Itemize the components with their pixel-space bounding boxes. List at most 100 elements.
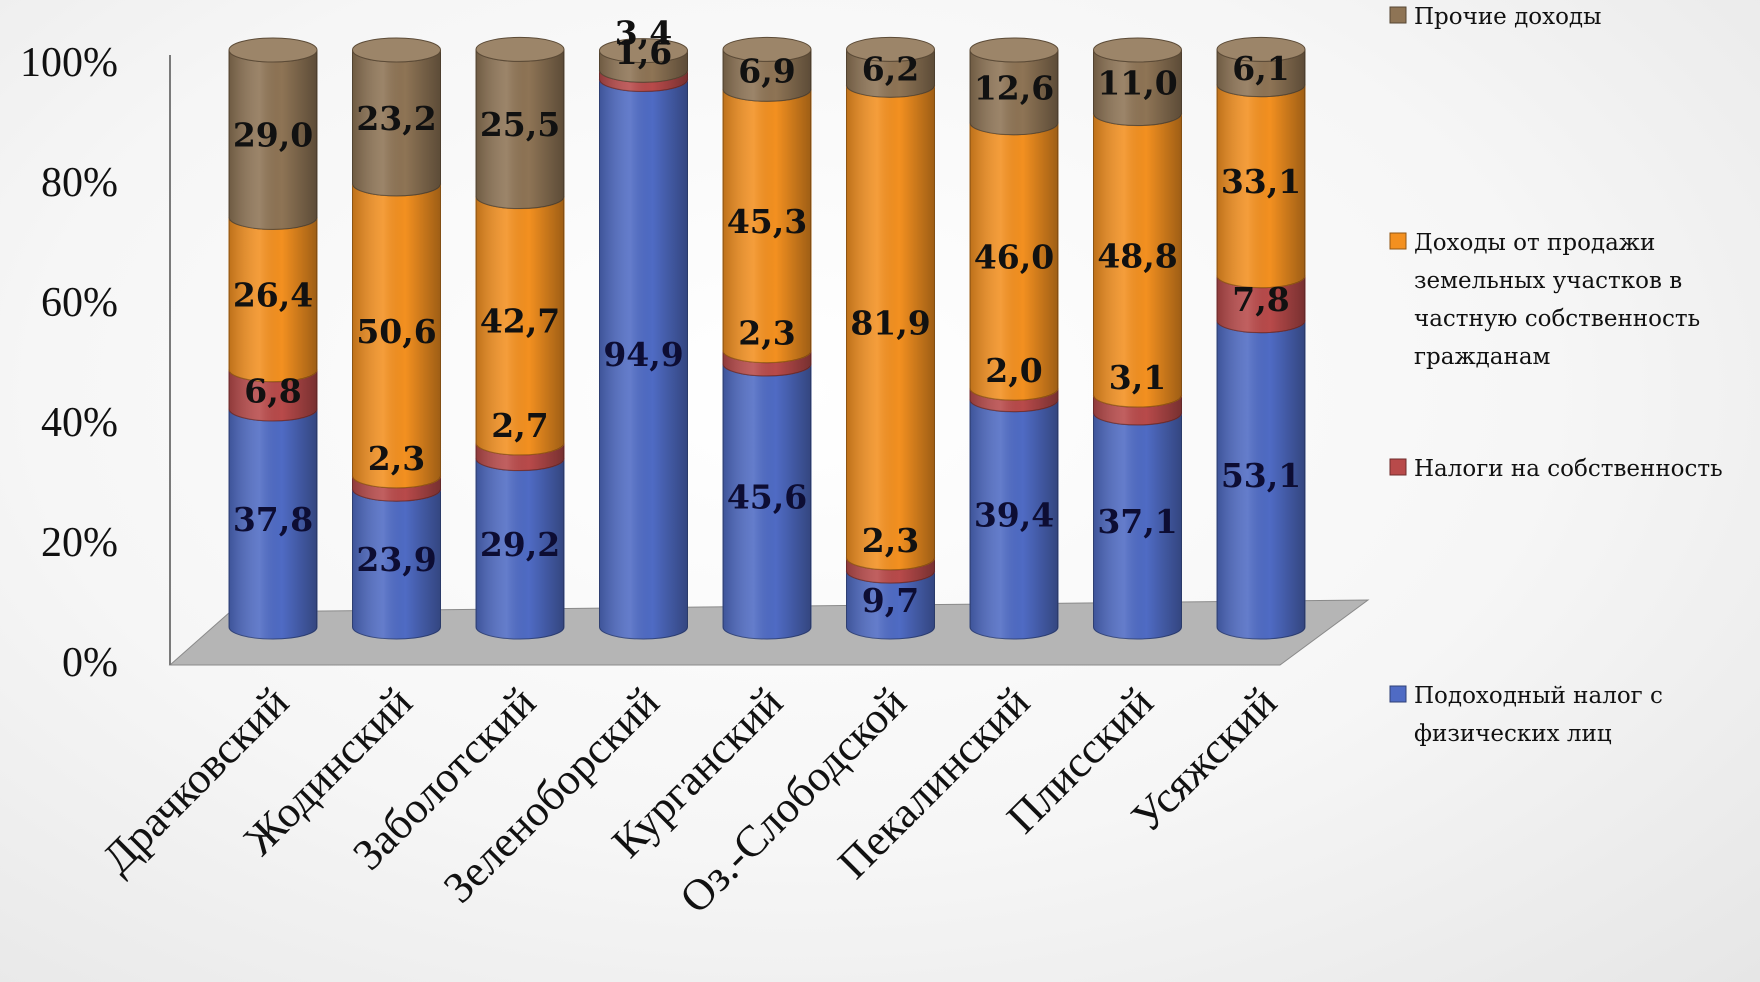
legend-swatch bbox=[1389, 458, 1407, 476]
bar-top-cap bbox=[352, 37, 441, 63]
bar-stack bbox=[475, 36, 565, 640]
bar-segment-shading bbox=[1093, 50, 1182, 126]
legend-label: Подоходный налог с физических лиц bbox=[1414, 683, 1663, 747]
bar-top-cap bbox=[969, 37, 1059, 63]
bar-segment-shading bbox=[1217, 275, 1305, 333]
bar-segment-shading bbox=[229, 369, 317, 421]
bar-segment-shading bbox=[476, 458, 564, 639]
bar-segment-shading bbox=[846, 571, 935, 639]
data-label: 3,4 bbox=[615, 14, 672, 53]
legend-entry: Подоходный налог с физических лиц bbox=[1389, 683, 1663, 747]
y-tick-label: 40% bbox=[41, 400, 118, 446]
bar-segment-shading bbox=[476, 196, 564, 455]
data-label: 6,9 bbox=[738, 51, 795, 90]
bar-stack bbox=[722, 36, 812, 640]
y-tick-label: 60% bbox=[41, 280, 118, 326]
bar-segment-shading bbox=[970, 50, 1058, 135]
bar-segment-shading bbox=[1217, 320, 1305, 639]
data-label: 6,8 bbox=[244, 371, 301, 410]
legend-swatch bbox=[1389, 685, 1407, 703]
legend-label: Налоги на собственность bbox=[1414, 456, 1723, 482]
data-label: 39,4 bbox=[974, 495, 1054, 534]
bar-top-cap bbox=[722, 36, 812, 62]
legend: Прочие доходы Доходы от продажи земельных … bbox=[1389, 4, 1723, 747]
data-label: 2,0 bbox=[985, 351, 1042, 390]
bar-segment-shading bbox=[1093, 113, 1182, 408]
data-label: 81,9 bbox=[850, 303, 930, 342]
bar-stack bbox=[598, 38, 689, 640]
y-tick-label: 80% bbox=[41, 160, 118, 206]
bar-stack bbox=[845, 36, 936, 640]
data-label: 37,1 bbox=[1097, 502, 1177, 541]
bar-top-cap bbox=[599, 38, 688, 64]
bar-segment-shading bbox=[476, 442, 564, 471]
bar-segment-shading bbox=[1093, 412, 1182, 639]
data-label: 42,7 bbox=[480, 302, 560, 341]
data-label: 45,6 bbox=[727, 477, 807, 516]
bar-stack bbox=[1092, 37, 1183, 640]
data-label: 94,9 bbox=[603, 335, 683, 374]
data-label: 46,0 bbox=[974, 237, 1054, 276]
data-label: 29,0 bbox=[233, 116, 313, 155]
bar-segment-shading bbox=[970, 388, 1058, 412]
bar-stack bbox=[351, 37, 442, 640]
data-label: 9,7 bbox=[862, 581, 919, 620]
bar-top-cap bbox=[228, 37, 318, 63]
bar-segment-shading bbox=[1093, 395, 1182, 425]
bar-segment-shading bbox=[846, 557, 935, 584]
bar-segment-shading bbox=[229, 50, 317, 230]
data-label: 23,9 bbox=[356, 540, 436, 579]
bar-segment-shading bbox=[352, 50, 441, 196]
bar-segment-shading bbox=[723, 350, 811, 376]
bar-segment-shading bbox=[229, 408, 317, 639]
data-label: 37,8 bbox=[233, 500, 313, 539]
data-label: 29,2 bbox=[480, 525, 560, 564]
bar-stack bbox=[969, 37, 1059, 640]
data-label: 53,1 bbox=[1221, 456, 1301, 495]
bar-segment-shading bbox=[723, 89, 811, 363]
bar-segment-shading bbox=[352, 183, 441, 488]
x-axis-labels: ДрачковскийЖодинскийЗаболотскийЗеленобор… bbox=[93, 677, 1286, 922]
data-label: 45,3 bbox=[727, 202, 807, 241]
bar-segment-shading bbox=[723, 363, 811, 639]
data-label: 3,1 bbox=[1109, 358, 1166, 397]
bar-segment-shading bbox=[599, 70, 688, 92]
legend-label: Прочие доходы bbox=[1414, 4, 1601, 30]
data-label: 2,3 bbox=[862, 521, 919, 560]
bar-segment-shading bbox=[352, 475, 441, 502]
y-tick-label: 100% bbox=[20, 40, 118, 86]
legend-entry: Доходы от продажи земельных участков в час… bbox=[1389, 230, 1700, 370]
bar-top-cap bbox=[1093, 37, 1182, 63]
legend-swatch bbox=[1389, 6, 1407, 24]
bar-top-cap bbox=[846, 36, 935, 62]
data-label: 7,8 bbox=[1232, 280, 1289, 319]
bar-stack bbox=[1216, 36, 1306, 640]
bar-segment-shading bbox=[970, 399, 1058, 639]
bar-segment-shading bbox=[1217, 49, 1305, 97]
data-label: 33,1 bbox=[1221, 162, 1301, 201]
x-tick-label: Зеленоборский bbox=[434, 677, 669, 912]
x-tick-label: Оз.-Слободской bbox=[670, 677, 915, 922]
bar-segment-shading bbox=[970, 122, 1058, 401]
data-label: 6,2 bbox=[862, 49, 919, 88]
data-label: 23,2 bbox=[356, 99, 436, 138]
data-label: 26,4 bbox=[233, 275, 313, 314]
bar-segment-shading bbox=[599, 79, 688, 639]
data-label: 2,3 bbox=[738, 314, 795, 353]
y-tick-label: 20% bbox=[41, 520, 118, 566]
bar-stack bbox=[228, 37, 318, 640]
data-label: 50,6 bbox=[356, 312, 436, 351]
legend-swatch bbox=[1389, 232, 1407, 250]
bar-segment-shading bbox=[599, 50, 688, 83]
legend-entry: Прочие доходы bbox=[1389, 4, 1601, 30]
data-labels-layer: 37,8 6,8 26,4 29,0 23,9 2,3 50,6 23,2 29,2 2,7 42,… bbox=[233, 14, 1301, 620]
legend-entry: Налоги на собственность bbox=[1389, 456, 1723, 482]
bar-top-cap bbox=[1216, 36, 1306, 62]
bar-segment-shading bbox=[476, 49, 564, 209]
data-label: 2,7 bbox=[491, 406, 548, 445]
legend-label: Доходы от продажи земельных участков в час… bbox=[1414, 230, 1700, 370]
data-label: 11,0 bbox=[1097, 64, 1177, 103]
bar-segment-shading bbox=[352, 489, 441, 639]
